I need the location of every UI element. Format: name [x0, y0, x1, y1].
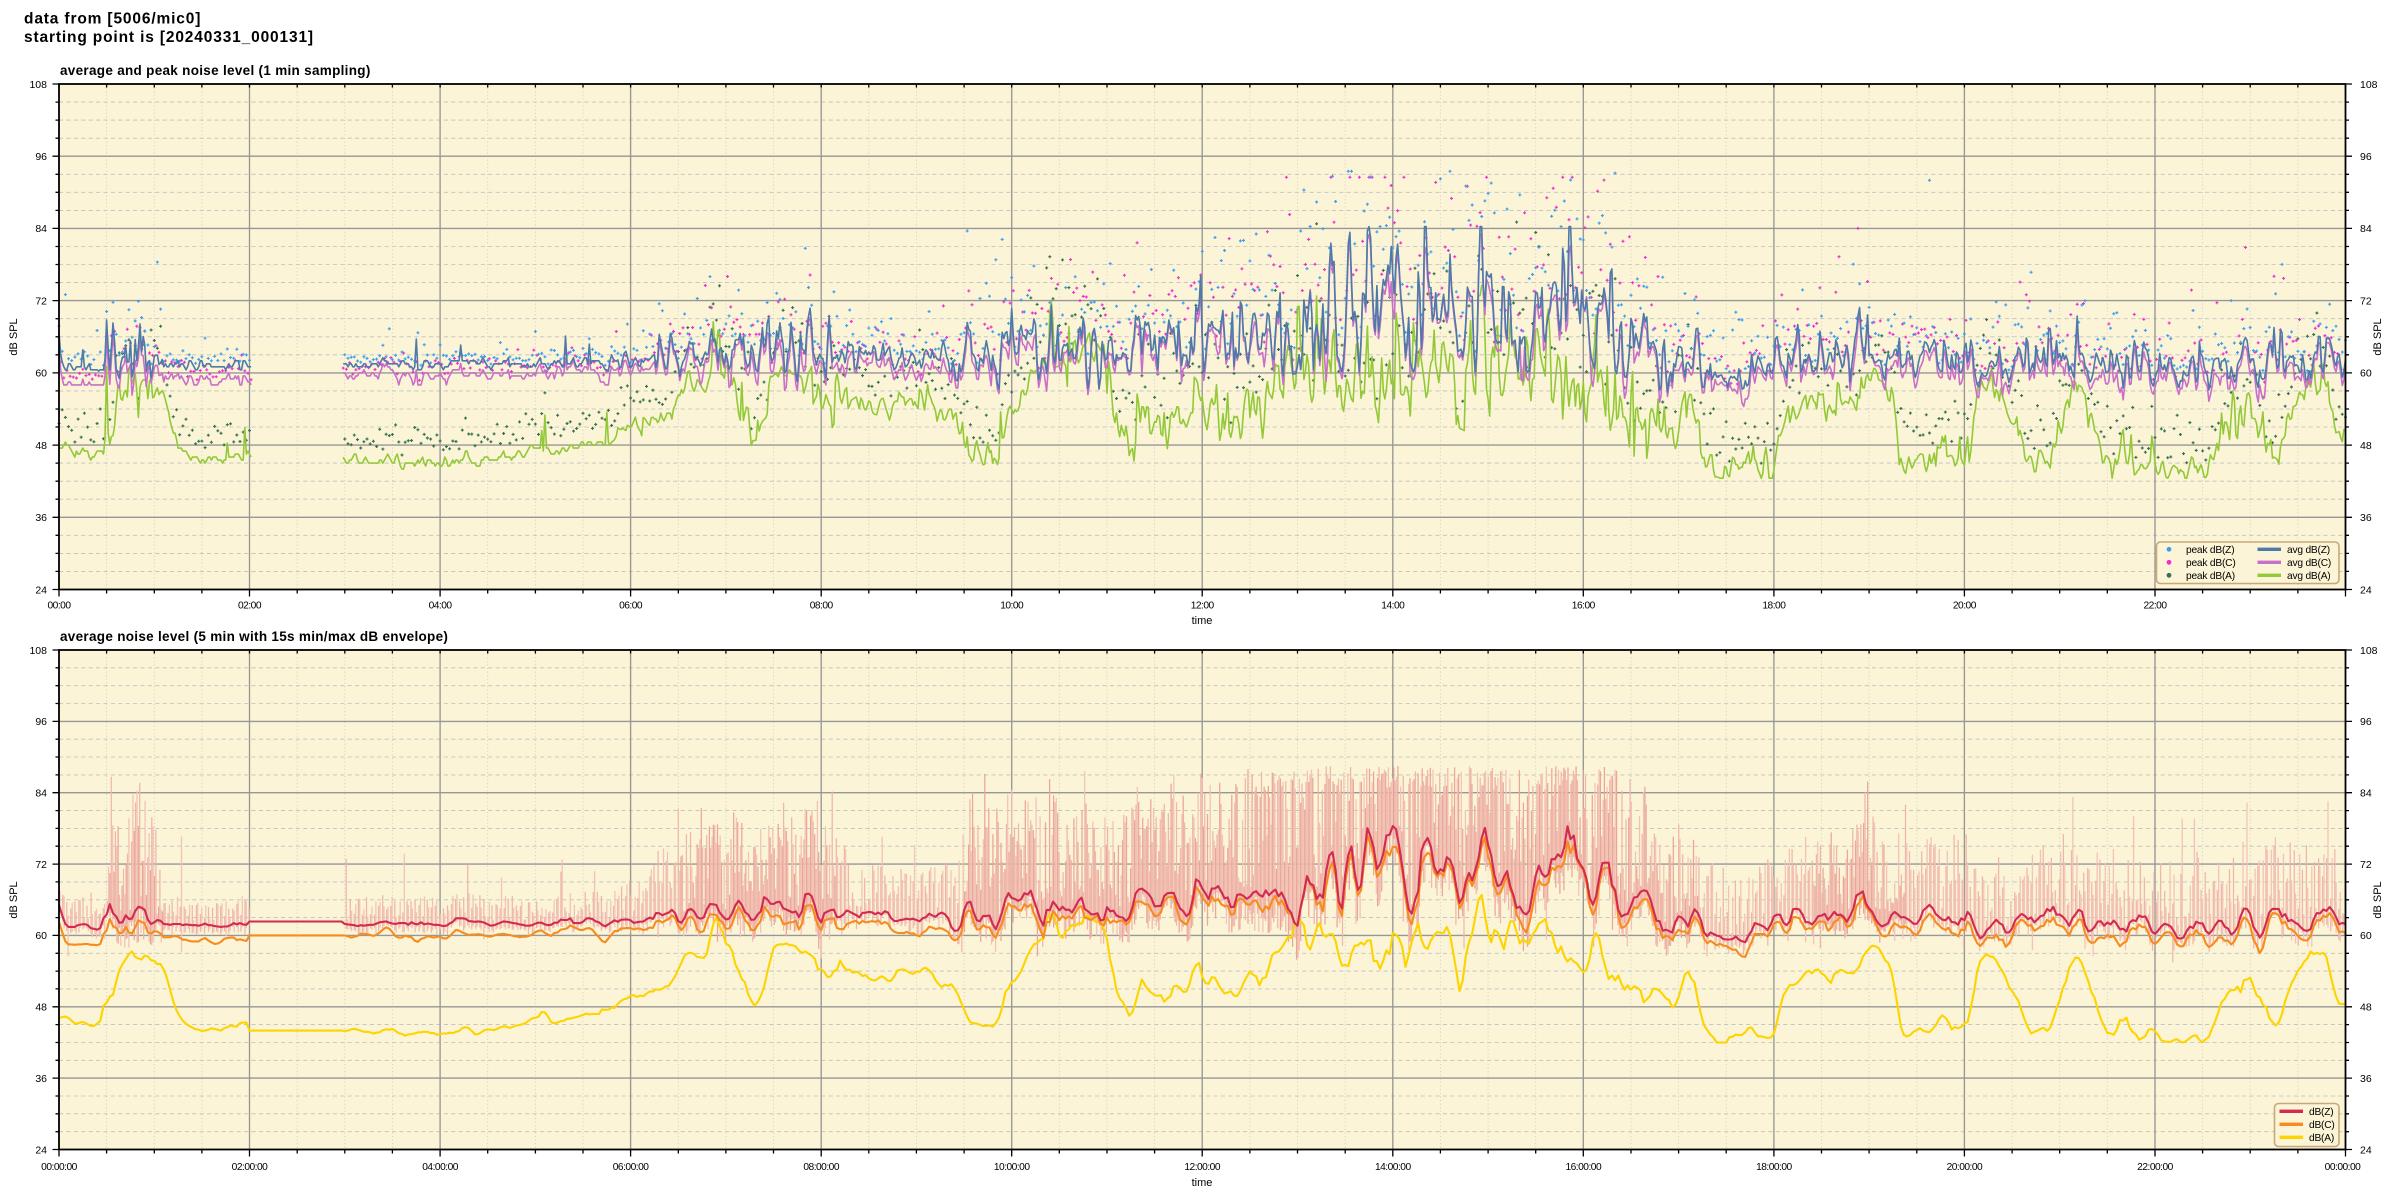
svg-text:average noise level (5 min wit: average noise level (5 min with 15s min/…	[60, 629, 448, 644]
svg-text:08:00:00: 08:00:00	[803, 1162, 839, 1173]
svg-text:avg dB(C): avg dB(C)	[2287, 558, 2331, 569]
svg-text:108: 108	[2360, 645, 2378, 657]
svg-text:108: 108	[29, 645, 47, 657]
svg-text:04:00: 04:00	[429, 601, 453, 612]
svg-text:02:00:00: 02:00:00	[232, 1162, 268, 1173]
svg-text:peak dB(Z): peak dB(Z)	[2186, 545, 2234, 556]
svg-text:36: 36	[2360, 1073, 2372, 1085]
svg-text:dB SPL: dB SPL	[2372, 318, 2384, 355]
svg-text:10:00: 10:00	[1000, 601, 1024, 612]
svg-text:starting point is [20240331_00: starting point is [20240331_000131]	[24, 29, 314, 46]
svg-text:24: 24	[35, 584, 47, 596]
svg-text:dB(A): dB(A)	[2309, 1133, 2334, 1144]
svg-text:18:00:00: 18:00:00	[1756, 1162, 1792, 1173]
svg-text:60: 60	[2360, 368, 2372, 380]
svg-text:14:00: 14:00	[1381, 601, 1405, 612]
svg-text:peak dB(C): peak dB(C)	[2186, 558, 2236, 569]
svg-text:14:00:00: 14:00:00	[1375, 1162, 1411, 1173]
svg-text:04:00:00: 04:00:00	[422, 1162, 458, 1173]
svg-text:22:00:00: 22:00:00	[2137, 1162, 2173, 1173]
svg-text:10:00:00: 10:00:00	[994, 1162, 1030, 1173]
svg-text:dB SPL: dB SPL	[8, 318, 20, 355]
svg-text:06:00:00: 06:00:00	[613, 1162, 649, 1173]
svg-text:08:00: 08:00	[810, 601, 834, 612]
svg-text:time: time	[1192, 615, 1213, 627]
svg-text:96: 96	[35, 716, 47, 728]
svg-text:36: 36	[35, 512, 47, 524]
svg-text:12:00: 12:00	[1191, 601, 1215, 612]
svg-text:06:00: 06:00	[619, 601, 643, 612]
svg-text:avg dB(Z): avg dB(Z)	[2287, 545, 2330, 556]
svg-text:72: 72	[35, 295, 47, 307]
svg-text:108: 108	[2360, 79, 2378, 91]
svg-text:84: 84	[2360, 223, 2372, 235]
svg-text:24: 24	[2360, 1144, 2372, 1156]
svg-text:peak dB(A): peak dB(A)	[2186, 571, 2235, 582]
svg-text:18:00: 18:00	[1762, 601, 1786, 612]
svg-text:24: 24	[35, 1144, 47, 1156]
svg-text:20:00:00: 20:00:00	[1947, 1162, 1983, 1173]
svg-text:average and peak noise level (: average and peak noise level (1 min samp…	[60, 63, 371, 78]
svg-text:time: time	[1192, 1177, 1213, 1189]
svg-text:96: 96	[2360, 151, 2372, 163]
svg-text:02:00: 02:00	[238, 601, 262, 612]
svg-text:12:00:00: 12:00:00	[1184, 1162, 1220, 1173]
svg-text:data from [5006/mic0]: data from [5006/mic0]	[24, 11, 201, 28]
svg-text:36: 36	[2360, 512, 2372, 524]
svg-text:48: 48	[35, 440, 47, 452]
svg-text:00:00:00: 00:00:00	[41, 1162, 77, 1173]
svg-text:16:00:00: 16:00:00	[1565, 1162, 1601, 1173]
svg-text:84: 84	[35, 788, 47, 800]
svg-text:dB SPL: dB SPL	[2372, 881, 2384, 918]
svg-text:dB(C): dB(C)	[2309, 1120, 2335, 1131]
svg-text:48: 48	[2360, 440, 2372, 452]
svg-text:avg dB(A): avg dB(A)	[2287, 571, 2331, 582]
svg-text:72: 72	[2360, 859, 2372, 871]
svg-text:60: 60	[35, 368, 47, 380]
svg-text:dB SPL: dB SPL	[8, 881, 20, 918]
svg-text:00:00: 00:00	[48, 601, 72, 612]
svg-text:36: 36	[35, 1073, 47, 1085]
svg-text:72: 72	[35, 859, 47, 871]
svg-text:84: 84	[35, 223, 47, 235]
svg-text:72: 72	[2360, 295, 2372, 307]
svg-text:84: 84	[2360, 788, 2372, 800]
svg-text:60: 60	[2360, 930, 2372, 942]
svg-text:00:00:00: 00:00:00	[2325, 1162, 2361, 1173]
svg-text:48: 48	[2360, 1002, 2372, 1014]
svg-text:48: 48	[35, 1002, 47, 1014]
svg-text:108: 108	[29, 79, 47, 91]
svg-text:20:00: 20:00	[1953, 601, 1977, 612]
svg-text:dB(Z): dB(Z)	[2309, 1107, 2333, 1118]
svg-text:22:00: 22:00	[2144, 601, 2168, 612]
svg-text:24: 24	[2360, 584, 2372, 596]
svg-text:96: 96	[2360, 716, 2372, 728]
svg-text:96: 96	[35, 151, 47, 163]
svg-text:16:00: 16:00	[1572, 601, 1596, 612]
svg-text:60: 60	[35, 930, 47, 942]
